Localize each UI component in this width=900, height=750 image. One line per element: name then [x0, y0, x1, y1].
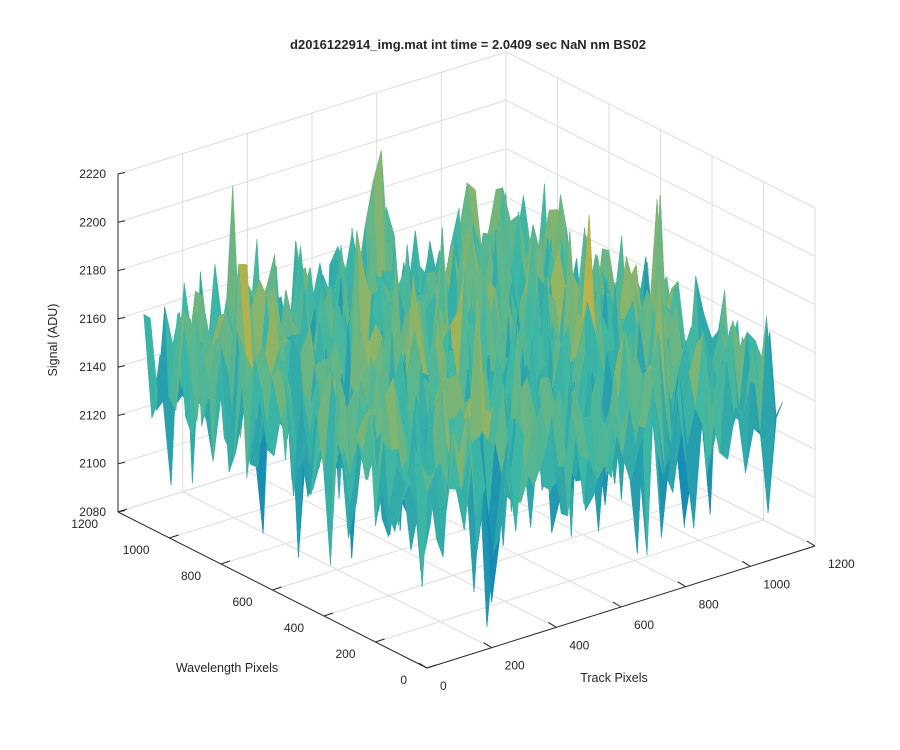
z-tick-mark [117, 268, 126, 272]
y-tick-label: 800 [181, 569, 201, 583]
y-tick-mark [169, 534, 179, 539]
axes [117, 172, 816, 669]
x-tick-label: 1200 [828, 557, 855, 571]
x-tick-mark [548, 621, 557, 628]
x-tick-mark [677, 581, 686, 588]
z-tick-label: 2160 [79, 312, 106, 326]
y-tick-label: 200 [335, 647, 355, 661]
y-tick-mark [272, 586, 282, 591]
x-tick-mark [806, 540, 816, 547]
x-tick-mark [483, 642, 492, 649]
surface-patch [759, 316, 775, 513]
y-tick-mark [426, 664, 437, 669]
y-tick-label: 0 [400, 673, 407, 687]
x-tick-mark [612, 601, 622, 608]
z-axis-label: Signal (ADU) [46, 304, 60, 377]
y-tick-mark [323, 612, 334, 617]
z-tick-mark [117, 365, 126, 368]
x-tick-label: 600 [634, 618, 654, 632]
z-tick-label: 2200 [79, 215, 106, 229]
x-axis-label: Track Pixels [580, 671, 648, 685]
grid-line [505, 51, 816, 209]
z-tick-label: 2140 [79, 360, 106, 374]
z-tick-mark [117, 220, 126, 223]
y-tick-mark [220, 560, 231, 565]
y-tick-label: 600 [232, 595, 252, 609]
z-tick-label: 2120 [79, 408, 106, 422]
z-tick-mark [117, 316, 126, 320]
z-tick-mark [117, 172, 126, 175]
grid-line [117, 99, 507, 223]
x-tick-label: 400 [569, 638, 589, 652]
z-tick-label: 2220 [79, 167, 106, 181]
tick-labels: 2080 2100 2120 2140 2160 2180 2200 2220 0 200 400 6… [71, 167, 855, 693]
z-tick-mark [117, 461, 126, 465]
x-tick-label: 1000 [763, 577, 790, 591]
x-tick-label: 800 [699, 598, 719, 612]
y-tick-mark [117, 508, 128, 513]
surface-patch [420, 463, 436, 494]
y-tick-label: 1000 [123, 543, 150, 557]
z-tick-label: 2080 [79, 505, 106, 519]
y-tick-label: 400 [284, 621, 304, 635]
z-tick-label: 2180 [79, 264, 106, 278]
y-tick-label: 1200 [71, 517, 98, 531]
x-tick-mark [418, 662, 428, 669]
grid-line [505, 99, 816, 257]
y-axis-label: Wavelength Pixels [176, 661, 278, 675]
grid-line [117, 148, 507, 272]
x-tick-label: 0 [440, 679, 447, 693]
z-tick-label: 2100 [79, 457, 106, 471]
surface [143, 150, 783, 627]
x-tick-label: 200 [505, 659, 525, 673]
grid-line [117, 51, 507, 175]
z-tick-mark [117, 413, 126, 416]
y-tick-mark [375, 638, 385, 643]
x-tick-mark [742, 560, 751, 567]
chart-title: d2016122914_img.mat int time = 2.0409 se… [290, 37, 646, 52]
grid-line [375, 519, 764, 643]
